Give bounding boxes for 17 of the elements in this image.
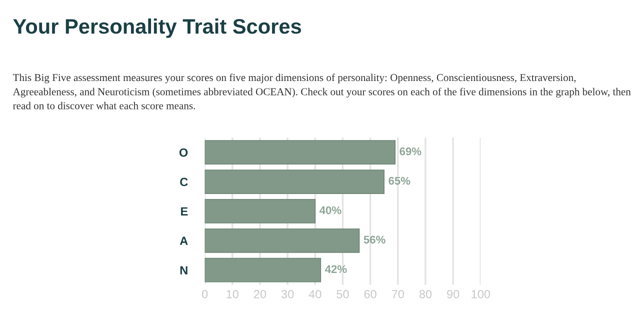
y-tick-label: E: [181, 207, 188, 216]
bar: [204, 228, 360, 253]
data-label: 42%: [324, 265, 347, 274]
y-tick-label: C: [180, 178, 188, 186]
y-tick-label: O: [179, 148, 188, 157]
data-label: 65%: [388, 176, 410, 185]
chart-title: Your Personality Trait Scores: [13, 18, 302, 38]
y-tick-label: N: [180, 266, 188, 274]
bar: [204, 140, 396, 165]
bar: [204, 170, 385, 194]
bar: [204, 258, 322, 282]
data-label: 69%: [400, 147, 422, 156]
chart-subtitle: This Big Five assessment measures your scores on five major dimensions of personality: Openness, Conscientiousness, Extraversion, Agreeableness, and Neuroticism (sometimes abbreviated OCEAN). Check out your scores on each of the five dimensions in the graph below, then read on to discover what each score means.: [12, 74, 631, 110]
y-tick-label: A: [180, 236, 188, 245]
bar: [204, 199, 316, 224]
data-label: 40%: [319, 206, 342, 214]
data-label: 56%: [364, 236, 386, 244]
